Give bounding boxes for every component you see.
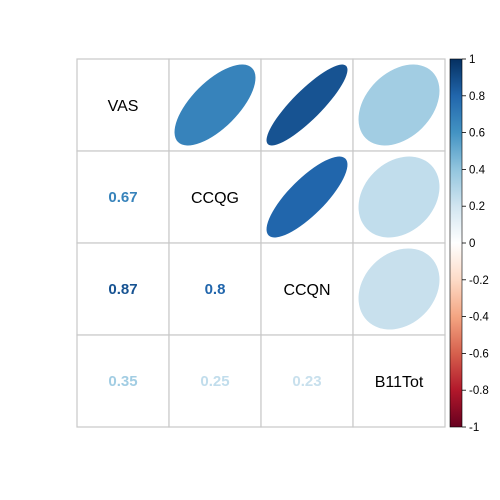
ellipse-CCQN-B11Tot — [358, 248, 440, 330]
cell-B11Tot-CCQG — [168, 334, 262, 428]
colorbar-gradient — [449, 58, 463, 428]
coef-label-CCQN-VAS: 0.87 — [108, 281, 137, 298]
cell-B11Tot-B11Tot — [352, 334, 446, 428]
coef-label-B11Tot-CCQG: 0.25 — [200, 373, 229, 390]
variable-label-B11Tot: B11Tot — [375, 374, 424, 391]
colorbar-tick-label: 0.8 — [469, 91, 485, 103]
coef-label-CCQG-VAS: 0.67 — [108, 189, 137, 206]
colorbar-tick-label: -0.4 — [469, 312, 489, 324]
coef-label-B11Tot-CCQN: 0.23 — [292, 373, 321, 390]
cell-CCQG-CCQG — [168, 150, 262, 244]
variable-label-CCQN: CCQN — [283, 282, 330, 299]
cell-CCQG-VAS — [76, 150, 170, 244]
colorbar-tick-label: 0 — [469, 238, 475, 250]
colorbar: 1 0.8 0.6 0.4 0.2 0 -0.2 -0.4 -0.6 -0.8 -1 — [449, 54, 489, 434]
ellipse-VAS-B11Tot — [358, 64, 440, 146]
correlation-marks: VAS 0.67 CCQG 0.87 0.8 CCQN 0.35 0.25 0.23 B11Tot — [108, 64, 440, 391]
variable-label-CCQG: CCQG — [191, 190, 239, 207]
colorbar-tick-label: -0.8 — [469, 385, 489, 397]
colorbar-tick-label: -0.6 — [469, 348, 489, 360]
cell-CCQN-CCQG — [168, 242, 262, 336]
ellipse-VAS-CCQG — [174, 64, 256, 146]
coef-label-CCQN-CCQG: 0.8 — [205, 281, 226, 298]
cell-B11Tot-VAS — [76, 334, 170, 428]
ellipse-CCQG-CCQN — [266, 156, 348, 238]
colorbar-tick-label: 0.6 — [469, 128, 485, 140]
colorbar-tick-label: -1 — [469, 422, 479, 434]
colorbar-tick-label: 0.4 — [469, 164, 486, 176]
ellipse-CCQG-B11Tot — [358, 156, 440, 238]
coef-label-B11Tot-VAS: 0.35 — [108, 373, 137, 390]
colorbar-tick-label: -0.2 — [469, 275, 489, 287]
colorbar-tick-label: 1 — [469, 54, 475, 66]
variable-label-VAS: VAS — [108, 98, 139, 115]
ellipse-VAS-CCQN — [266, 64, 348, 146]
colorbar-tick-label: 0.2 — [469, 201, 485, 213]
cell-VAS-VAS — [76, 58, 170, 152]
